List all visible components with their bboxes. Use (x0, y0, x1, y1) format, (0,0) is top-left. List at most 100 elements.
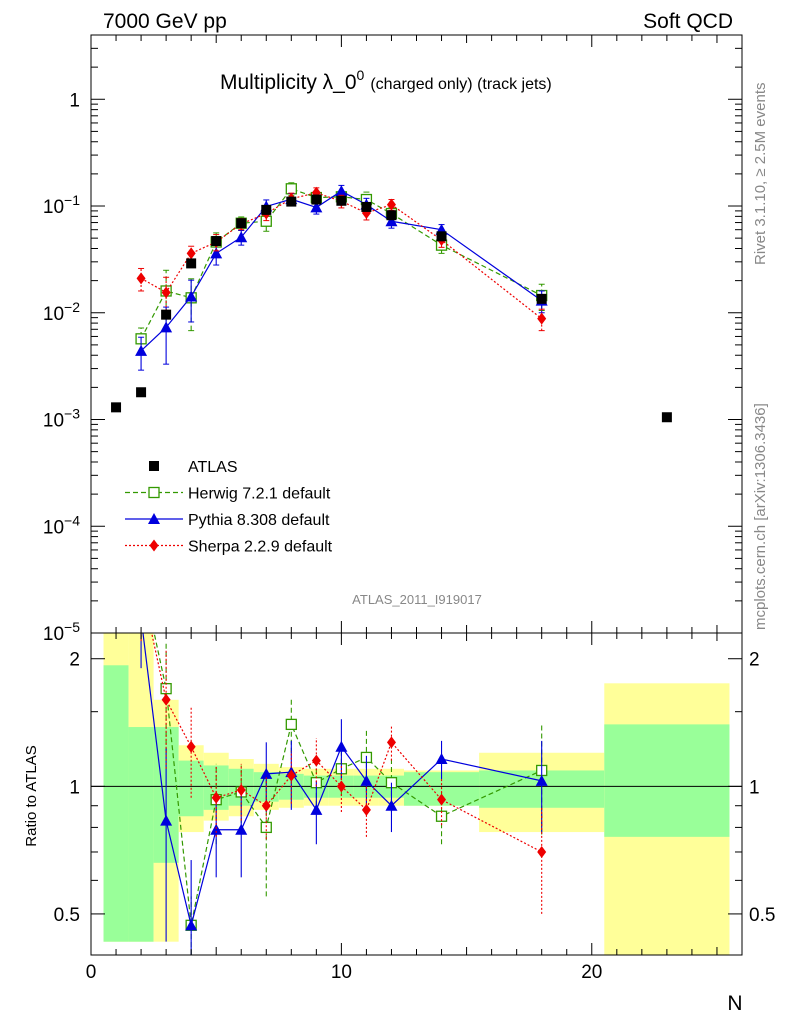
point-atlas (111, 402, 122, 413)
point-herwig (285, 183, 297, 195)
ratio-tick-label: 1 (69, 777, 80, 798)
ratio-point-sherpa (236, 784, 246, 797)
chart-title: Multiplicity λ_00 (charged only) (track j… (220, 67, 552, 94)
legend-label: Herwig 7.2.1 default (188, 486, 331, 503)
point-atlas (661, 412, 672, 423)
ratio-point-sherpa (437, 793, 447, 806)
point-pythia (160, 321, 173, 333)
ratio-point-pythia (385, 799, 398, 811)
series-herwig (135, 182, 548, 955)
watermark-label: ATLAS_2011_I919017 (352, 592, 482, 607)
legend-marker (149, 461, 159, 471)
ratio-tick-label: 2 (69, 650, 80, 671)
legend-label: Pythia 8.308 default (188, 512, 330, 529)
ratio-point-pythia (210, 823, 223, 835)
series-line-pythia (140, 190, 543, 352)
header-left: 7000 GeV pp (103, 10, 227, 33)
point-pythia (310, 201, 323, 213)
point-sherpa (386, 198, 396, 211)
ratio-tick-label: 0.5 (54, 905, 80, 926)
point-atlas (161, 309, 172, 320)
ratio-point-pythia (310, 803, 323, 815)
ratio-point-sherpa (161, 693, 171, 706)
point-atlas (286, 196, 297, 207)
legend-label: ATLAS (188, 459, 238, 476)
ratio-point-herwig (285, 718, 297, 731)
y-tick-label: 10−3 (43, 406, 80, 432)
ratio-point-sherpa (211, 791, 221, 804)
ratio-point-pythia (335, 740, 348, 752)
ratio-point-sherpa (386, 736, 396, 749)
legend-label: Sherpa 2.2.9 default (188, 539, 333, 556)
ratio-point-pythia (360, 774, 373, 786)
point-sherpa (161, 286, 171, 299)
ratio-point-sherpa (286, 769, 296, 782)
point-pythia (235, 231, 248, 243)
point-atlas (336, 195, 347, 206)
x-tick-label: 20 (581, 962, 602, 983)
mcplots-label: mcplots.cern.ch [arXiv:1306.3436] (752, 403, 769, 630)
point-pythia (210, 247, 223, 259)
legend-marker (148, 513, 160, 524)
y-tick-label: 10−4 (43, 512, 80, 538)
band-inner (128, 727, 154, 942)
y-tick-label: 10−2 (43, 299, 80, 325)
header-right: Soft QCD (643, 10, 733, 33)
ratio-point-pythia (260, 767, 273, 779)
chart-title-sup: 0 (357, 67, 365, 83)
x-axis-label: N (727, 992, 742, 1015)
chart-title-main: Multiplicity λ_0 (220, 71, 357, 94)
x-tick-label: 0 (86, 962, 97, 983)
ratio-point-pythia (185, 919, 198, 931)
point-atlas (136, 387, 147, 398)
chart-title-sub: (charged only) (track jets) (370, 76, 551, 93)
point-pythia (135, 344, 148, 356)
ratio-uncertainty-bands (103, 633, 730, 955)
y-tick-label: 1 (69, 90, 80, 111)
point-sherpa (136, 272, 146, 285)
ratio-point-pythia (160, 814, 173, 826)
point-pythia (185, 290, 198, 302)
point-atlas (536, 293, 547, 304)
legend-marker (148, 486, 160, 499)
band-inner (103, 665, 129, 942)
point-atlas (436, 231, 447, 242)
band-inner (604, 724, 730, 837)
ratio-point-sherpa (537, 845, 547, 858)
point-sherpa (186, 247, 196, 260)
ratio-point-pythia (435, 753, 448, 765)
y-tick-label: 10−1 (43, 192, 80, 218)
series-line-herwig (140, 188, 542, 340)
ratio-point-sherpa (336, 780, 346, 793)
ratio-ylabel: Ratio to ATLAS (23, 745, 40, 846)
series-pythia (135, 184, 548, 955)
point-pythia (335, 185, 348, 197)
ratio-tick-label: 0.5 (749, 905, 775, 926)
point-atlas (386, 210, 397, 221)
ratio-point-pythia (235, 823, 248, 835)
point-atlas (261, 204, 272, 215)
y-tick-label: 10−5 (43, 619, 80, 645)
point-atlas (361, 201, 372, 212)
ratio-point-sherpa (186, 740, 196, 753)
point-sherpa (537, 312, 547, 325)
ratio-tick-label: 1 (749, 777, 760, 798)
series-atlas (111, 194, 672, 423)
point-pythia (385, 215, 398, 227)
series-layer (111, 182, 672, 955)
point-atlas (236, 218, 247, 229)
rivet-label: Rivet 3.1.10, ≥ 2.5M events (752, 83, 769, 266)
axis-ticks: 0 10 20 1 10−1 10−2 10−3 10−4 10−5 0.5 0.5 1 1 2 2 (43, 34, 775, 983)
ratio-point-pythia (535, 774, 548, 786)
legend-marker (149, 539, 159, 552)
x-tick-label: 10 (331, 962, 352, 983)
series-line-sherpa (140, 192, 543, 320)
ratio-point-sherpa (261, 799, 271, 812)
ratio-point-sherpa (361, 803, 371, 816)
legend: ATLAS Herwig 7.2.1 default Pythia 8.308 de… (125, 459, 333, 556)
ratio-point-sherpa (311, 754, 321, 767)
point-atlas (186, 258, 197, 269)
point-atlas (211, 236, 222, 247)
point-atlas (311, 194, 322, 205)
